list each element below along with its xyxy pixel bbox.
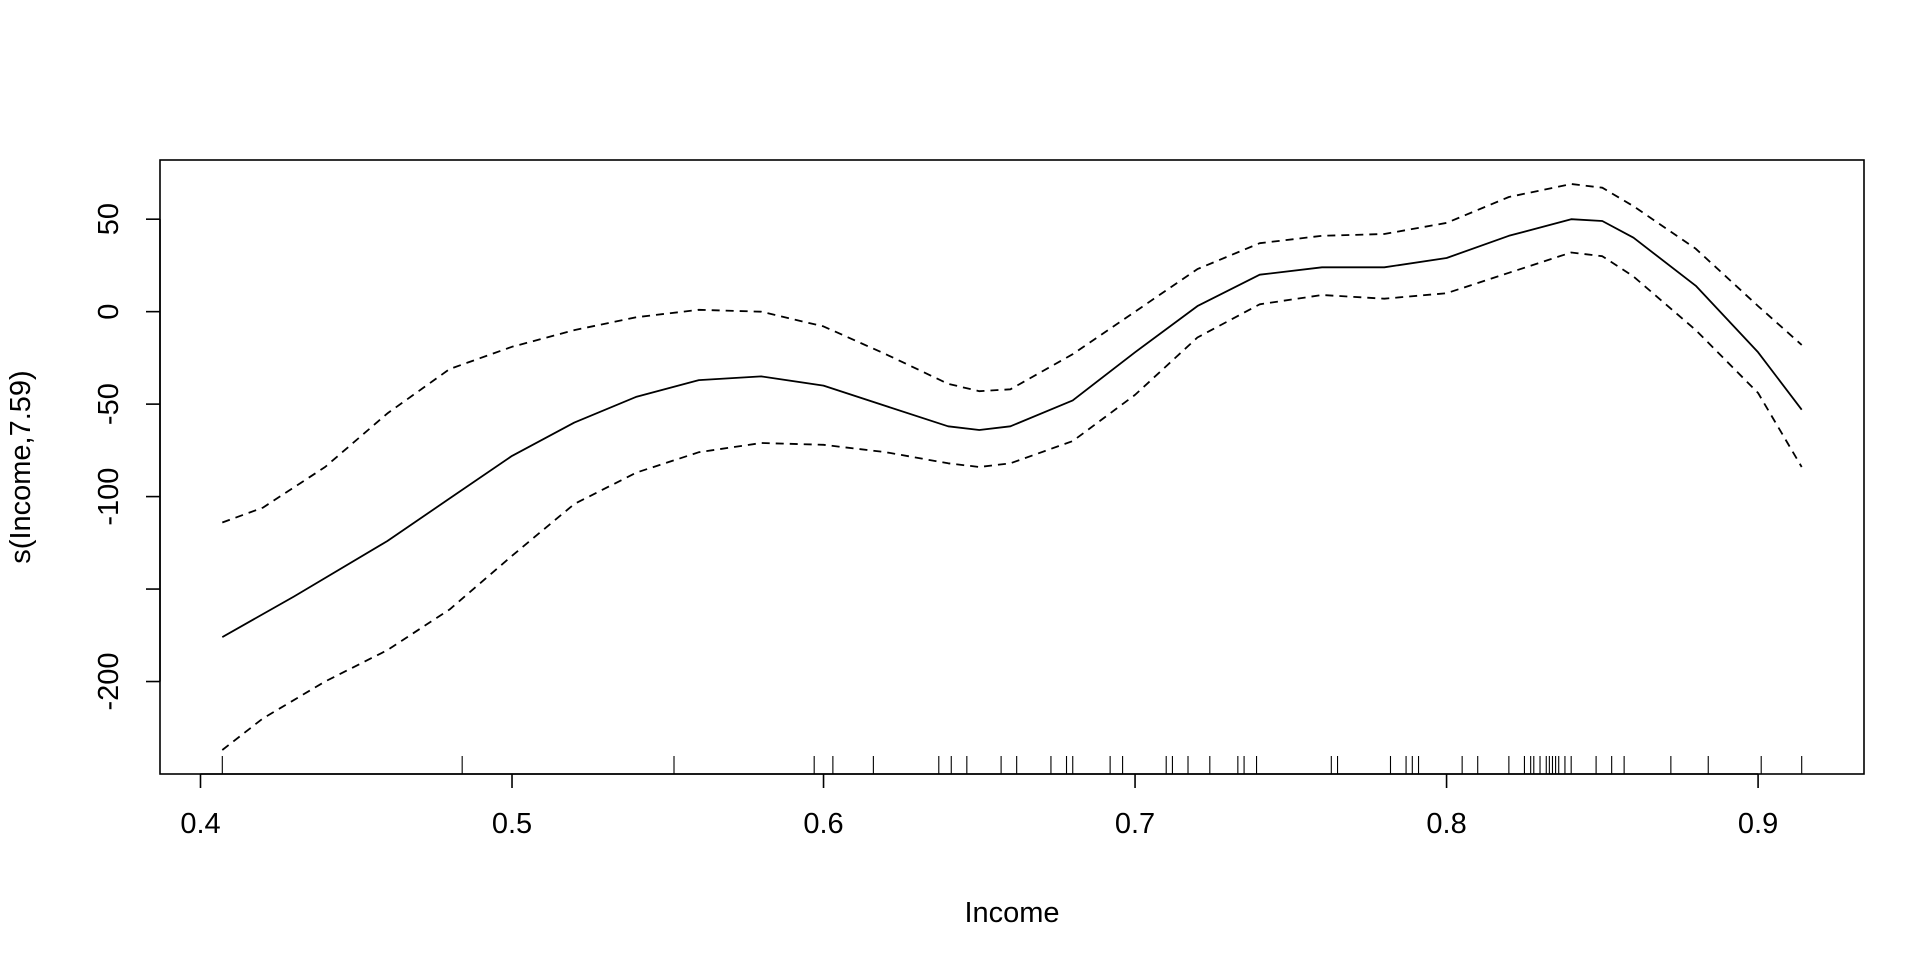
x-tick-label: 0.5 (492, 808, 532, 840)
x-tick-label: 0.9 (1738, 808, 1778, 840)
y-axis: 50 0 -50 -100 -200 (93, 203, 161, 711)
y-tick-label: -200 (93, 653, 125, 711)
y-tick-label: -100 (93, 468, 125, 526)
y-axis-title: s(Income,7.59) (5, 370, 37, 563)
lower-ci-line (221, 251, 1803, 751)
plot-frame (159, 159, 1865, 775)
x-tick-label: 0.7 (1115, 808, 1155, 840)
upper-ci-line (221, 183, 1803, 524)
x-axis: 0.4 0.5 0.6 0.7 0.8 0.9 (180, 773, 1778, 840)
series-lines (221, 183, 1803, 751)
y-tick-label: 0 (93, 304, 125, 320)
smooth-estimate-line (221, 218, 1803, 638)
x-tick-label: 0.8 (1426, 808, 1466, 840)
rug-marks (221, 756, 1803, 774)
x-tick-label: 0.4 (180, 808, 220, 840)
y-tick-label: -50 (93, 383, 125, 425)
x-axis-title: Income (964, 897, 1059, 929)
x-tick-label: 0.6 (803, 808, 843, 840)
y-tick-label: 50 (93, 203, 125, 235)
